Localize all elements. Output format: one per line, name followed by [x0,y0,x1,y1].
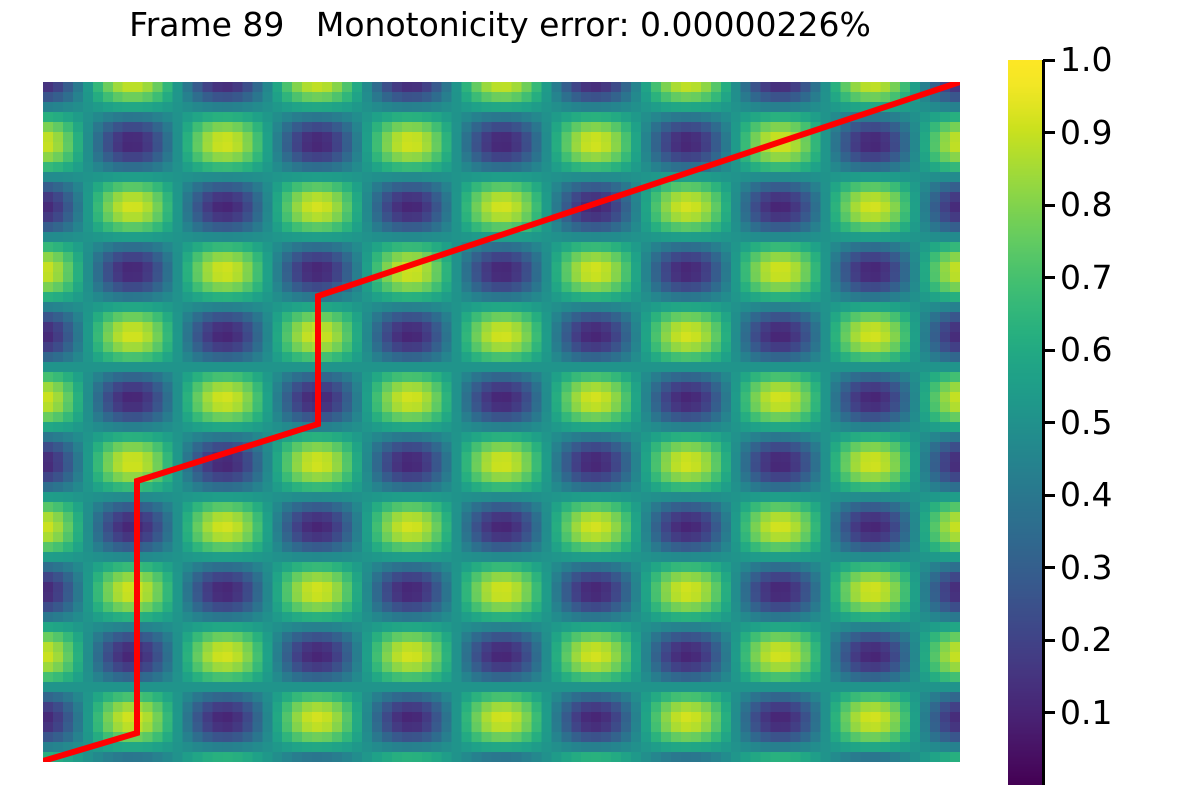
colorbar-tick-label: 0.6 [1060,330,1113,369]
colorbar-tick [1043,493,1055,497]
heatmap-axes [43,82,960,762]
colorbar-tick-label: 0.8 [1060,185,1113,224]
colorbar-tick-label: 1.0 [1060,40,1113,79]
colorbar-tick [1043,638,1055,642]
page-title: Frame 89 Monotonicity error: 0.00000226% [129,5,871,44]
colorbar-tick-label: 0.7 [1060,257,1113,297]
colorbar-tick [1043,131,1055,134]
colorbar-tick [1043,203,1055,207]
monotonic-warping-path [43,82,960,762]
colorbar [1008,60,1045,785]
colorbar-tick-label: 0.2 [1060,620,1113,659]
colorbar-tick [1043,276,1055,279]
colorbar-tick-label: 0.4 [1060,475,1113,514]
overlay-path-layer [43,82,960,762]
colorbar-tick [1043,421,1055,424]
colorbar-tick-label: 0.1 [1060,692,1113,732]
heatmap-image [43,82,960,762]
colorbar-tick [1043,566,1055,569]
colorbar-tick-label: 0.5 [1060,402,1113,442]
colorbar-tick [1043,58,1055,62]
colorbar-tick [1043,711,1055,714]
colorbar-tick-label: 0.3 [1060,547,1113,587]
colorbar-gradient [1008,60,1043,785]
colorbar-tick [1043,348,1055,352]
colorbar-tick-label: 0.9 [1060,112,1113,152]
